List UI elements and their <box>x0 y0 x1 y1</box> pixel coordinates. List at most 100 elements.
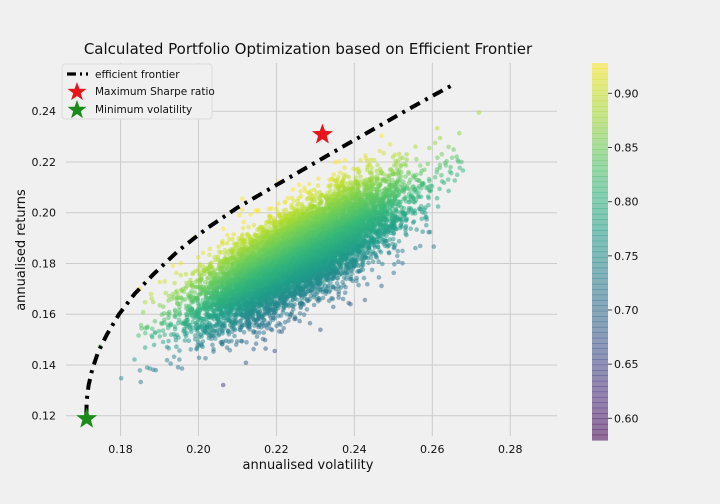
portfolio-point <box>427 178 432 184</box>
portfolio-point <box>476 110 482 115</box>
portfolio-point <box>211 346 216 352</box>
portfolio-scatter <box>97 110 482 388</box>
portfolio-point <box>207 252 212 258</box>
portfolio-point <box>210 342 215 348</box>
portfolio-point <box>342 290 348 296</box>
portfolio-point <box>331 304 336 310</box>
portfolio-point <box>238 338 244 344</box>
portfolio-point <box>152 318 158 324</box>
portfolio-point <box>182 338 188 343</box>
portfolio-point <box>232 333 237 339</box>
portfolio-point <box>413 245 418 251</box>
portfolio-point <box>196 355 202 361</box>
portfolio-point <box>426 202 431 208</box>
portfolio-point <box>143 330 148 336</box>
portfolio-point <box>391 236 396 242</box>
portfolio-point <box>194 346 199 352</box>
portfolio-point <box>145 324 150 330</box>
portfolio-point <box>377 183 383 188</box>
portfolio-point <box>224 241 230 246</box>
portfolio-point <box>408 177 413 182</box>
chart-title: Calculated Portfolio Optimization based … <box>84 40 533 58</box>
portfolio-point <box>400 261 405 266</box>
portfolio-point <box>405 210 411 215</box>
portfolio-point <box>200 339 206 344</box>
portfolio-point <box>418 163 423 168</box>
portfolio-point <box>179 288 185 294</box>
portfolio-point <box>403 163 409 168</box>
portfolio-point <box>197 264 202 270</box>
portfolio-point <box>315 183 321 188</box>
portfolio-point <box>435 204 441 209</box>
portfolio-point <box>285 195 291 201</box>
portfolio-point <box>213 336 218 341</box>
portfolio-point <box>333 160 338 165</box>
portfolio-point <box>434 195 440 201</box>
portfolio-point <box>403 174 408 179</box>
portfolio-point <box>289 303 295 308</box>
portfolio-point <box>304 307 310 312</box>
portfolio-point <box>150 299 156 305</box>
portfolio-point <box>398 162 404 168</box>
portfolio-point <box>331 172 337 177</box>
portfolio-point <box>299 201 305 207</box>
portfolio-point <box>179 366 185 371</box>
portfolio-point <box>234 339 240 344</box>
portfolio-point <box>160 339 166 345</box>
portfolio-point <box>289 195 295 201</box>
portfolio-point <box>308 188 313 194</box>
portfolio-point <box>161 304 166 310</box>
portfolio-point <box>168 361 173 366</box>
portfolio-point <box>176 308 182 313</box>
portfolio-point <box>138 379 143 385</box>
portfolio-point <box>177 357 182 362</box>
portfolio-point <box>172 280 177 286</box>
portfolio-point <box>200 297 206 303</box>
portfolio-point <box>177 348 182 353</box>
portfolio-point <box>307 320 313 326</box>
portfolio-point <box>301 312 307 318</box>
portfolio-point <box>376 275 382 280</box>
portfolio-point <box>445 177 451 182</box>
portfolio-point <box>290 187 296 192</box>
portfolio-point <box>162 332 167 338</box>
portfolio-point <box>340 296 346 302</box>
portfolio-point <box>175 365 181 370</box>
portfolio-point <box>396 151 402 157</box>
portfolio-point <box>257 330 262 335</box>
portfolio-point <box>190 319 196 325</box>
portfolio-point <box>396 259 401 265</box>
portfolio-point <box>379 133 384 138</box>
portfolio-point <box>118 376 124 381</box>
portfolio-point <box>241 330 247 335</box>
portfolio-point <box>151 342 157 348</box>
portfolio-point <box>166 346 172 351</box>
portfolio-point <box>164 357 170 363</box>
portfolio-point <box>371 157 377 163</box>
portfolio-point <box>272 348 278 354</box>
portfolio-point <box>254 334 260 339</box>
portfolio-point <box>160 328 166 333</box>
portfolio-point <box>165 325 171 331</box>
portfolio-point <box>200 250 206 255</box>
portfolio-point <box>439 179 445 184</box>
portfolio-point <box>386 250 392 255</box>
portfolio-point <box>241 219 246 225</box>
portfolio-point <box>319 284 325 290</box>
portfolio-point <box>341 172 347 177</box>
portfolio-point <box>387 142 393 147</box>
portfolio-point <box>379 283 384 289</box>
portfolio-point <box>246 224 251 230</box>
portfolio-point <box>240 225 246 231</box>
portfolio-point <box>172 326 178 332</box>
portfolio-point <box>297 311 303 316</box>
portfolio-point <box>207 246 213 252</box>
portfolio-point <box>346 174 352 180</box>
portfolio-point <box>316 176 321 181</box>
portfolio-point <box>132 357 137 362</box>
portfolio-point <box>406 169 411 175</box>
portfolio-point <box>186 338 192 344</box>
portfolio-point <box>448 164 453 170</box>
portfolio-point <box>369 165 375 171</box>
